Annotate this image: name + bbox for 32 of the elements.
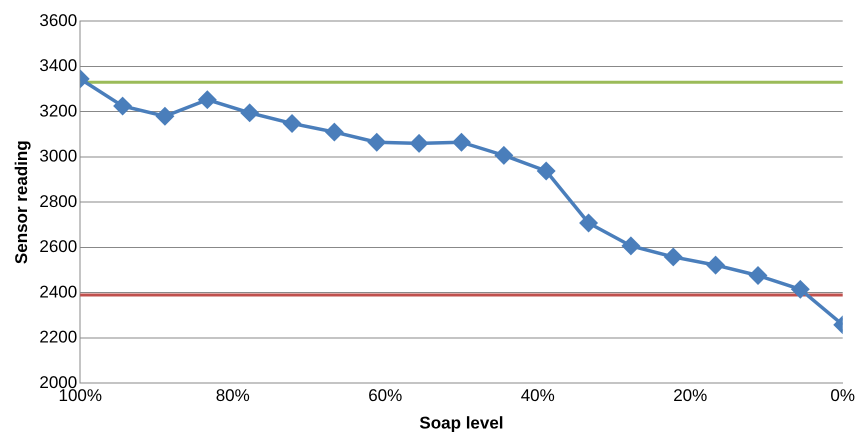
y-tick-label: 3400 [39,56,78,76]
x-axis-title: Soap level [419,413,504,432]
point [326,123,344,141]
x-tick-label: 20% [673,386,708,406]
point [580,214,598,232]
x-tick-label: 0% [830,386,856,406]
point [452,133,470,151]
point [537,162,555,180]
point [156,107,174,125]
point [240,104,258,122]
y-tick-label: 2200 [39,328,78,347]
point [114,97,132,115]
y-tick-label: 3000 [39,146,78,166]
point [410,134,428,152]
x-tick-label: 60% [368,386,402,406]
point [792,280,810,298]
point [368,133,386,151]
y-axis-title: Sensor reading [12,140,31,264]
point [198,90,216,108]
point [495,146,513,164]
y-tick-label: 2600 [39,237,78,256]
y-tick-label: 2400 [39,282,78,302]
y-tick-label: 2800 [39,192,78,211]
y-tick-label: 3200 [39,101,78,120]
x-tick-label: 80% [216,386,250,406]
point [622,237,640,255]
point [706,256,724,274]
y-tick-label: 3600 [39,10,78,30]
point [664,248,682,266]
x-tick-label: 40% [520,386,555,406]
point [749,266,767,284]
point [283,114,301,132]
